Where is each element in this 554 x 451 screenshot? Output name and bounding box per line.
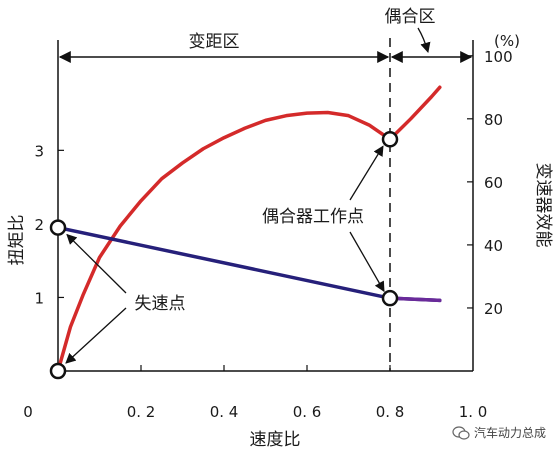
stall-arrow-upper — [66, 233, 127, 294]
y-right-tick-label: 80 — [484, 111, 503, 129]
x-axis-label: 速度比 — [250, 430, 301, 450]
x-tick-label: 1. 0 — [459, 403, 488, 421]
torque-ratio-tail-line — [388, 296, 442, 303]
y-left-tick-label: 2 — [34, 216, 44, 234]
y-right-tick-label: 40 — [484, 237, 503, 255]
y-right-axis-label: 变速器效能 — [533, 163, 553, 248]
y-left-tick-label: 3 — [34, 142, 44, 160]
x-tick-label: 0. 6 — [293, 403, 322, 421]
coupling-arrow-upper — [349, 145, 384, 201]
right-unit-label: (%) — [494, 32, 520, 50]
key-point-marker — [381, 289, 399, 307]
y-left-axis-label: 扭矩比 — [7, 215, 27, 266]
y-right-tick-label: 20 — [484, 300, 503, 318]
efficiency-series-line — [56, 85, 442, 373]
y-right-tick-label: 60 — [484, 174, 503, 192]
key-point-marker — [49, 362, 67, 380]
annotation-stall-point: 失速点 — [135, 294, 186, 314]
x-tick-label: 0. 2 — [127, 403, 156, 421]
watermark: 汽车动力总成 — [452, 424, 546, 441]
region-label-torque-conversion: 变距区 — [189, 32, 240, 52]
coupling-label-arrow — [417, 27, 431, 53]
coupling-arrow-lower — [349, 231, 385, 293]
key-point-marker — [49, 219, 67, 236]
region-label-coupling: 偶合区 — [385, 7, 436, 27]
y-right-tick-label: 100 — [484, 48, 513, 66]
y-left-tick-label: 1 — [34, 289, 44, 307]
wechat-icon — [452, 425, 470, 440]
annotation-coupling-point: 偶合器工作点 — [262, 207, 364, 227]
x-tick-label: 0 — [23, 403, 33, 421]
x-tick-label: 0. 8 — [376, 403, 405, 421]
stall-arrow-lower — [65, 307, 127, 364]
x-tick-label: 0. 4 — [210, 403, 239, 421]
watermark-text: 汽车动力总成 — [473, 426, 546, 440]
key-point-marker — [381, 131, 399, 148]
